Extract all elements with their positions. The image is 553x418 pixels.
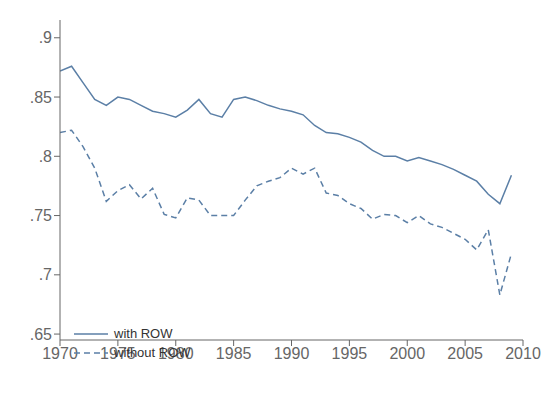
svg-text:1985: 1985 bbox=[216, 345, 252, 362]
svg-text:1970: 1970 bbox=[42, 345, 78, 362]
svg-text:1980: 1980 bbox=[158, 345, 194, 362]
svg-text:1990: 1990 bbox=[274, 345, 310, 362]
svg-text:.8: .8 bbox=[39, 148, 52, 165]
svg-text:2010: 2010 bbox=[505, 345, 541, 362]
svg-text:2005: 2005 bbox=[447, 345, 483, 362]
svg-text:.85: .85 bbox=[30, 89, 52, 106]
svg-text:1975: 1975 bbox=[100, 345, 136, 362]
svg-text:2000: 2000 bbox=[389, 345, 425, 362]
svg-text:1995: 1995 bbox=[332, 345, 368, 362]
svg-text:.75: .75 bbox=[30, 207, 52, 224]
svg-text:.65: .65 bbox=[30, 326, 52, 343]
svg-text:.7: .7 bbox=[39, 266, 52, 283]
svg-text:.9: .9 bbox=[39, 29, 52, 46]
